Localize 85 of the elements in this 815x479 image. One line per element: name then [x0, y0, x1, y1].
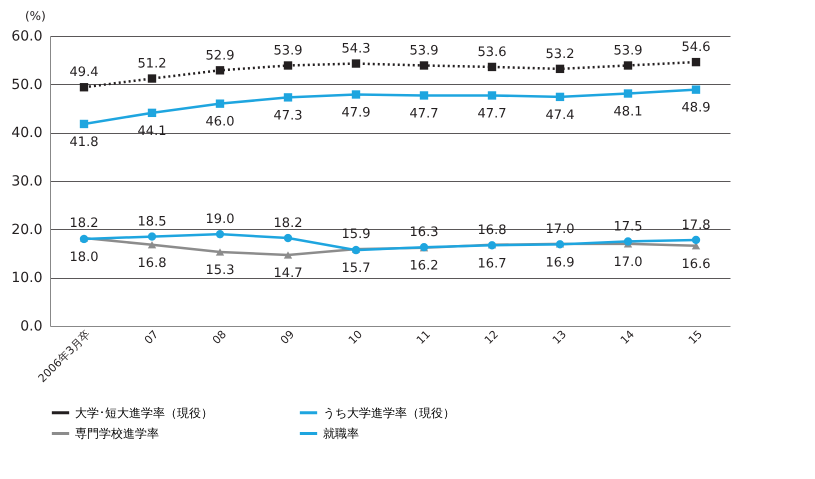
legend-label: うち大学進学率（現役）: [323, 406, 455, 420]
data-label: 17.8: [682, 218, 710, 233]
point: [624, 61, 632, 70]
point: [420, 61, 428, 70]
point: [556, 64, 564, 74]
data-label: 18.2: [70, 216, 98, 232]
y-tick-label: 60.0: [11, 28, 42, 44]
point: [80, 120, 88, 128]
data-label: 19.0: [206, 212, 234, 228]
point: [216, 248, 224, 256]
data-label: 16.6: [682, 256, 710, 272]
data-label: 16.3: [410, 225, 438, 240]
point: [80, 83, 88, 92]
data-label: 15.9: [342, 227, 370, 242]
data-label: 15.7: [342, 261, 370, 276]
x-tick-label: 11: [414, 328, 433, 347]
data-label: 47.9: [342, 105, 370, 120]
point: [624, 89, 632, 98]
data-label: 15.3: [206, 263, 234, 278]
data-label: 18.2: [274, 216, 302, 232]
x-tick-label: 13: [550, 328, 569, 347]
data-label: 16.7: [478, 256, 506, 272]
point: [284, 93, 292, 102]
point: [692, 58, 700, 66]
point: [284, 61, 292, 70]
x-tick-label: 14: [618, 328, 637, 347]
data-label: 16.2: [410, 258, 438, 274]
point: [148, 108, 156, 118]
x-tick-label: 15: [686, 328, 705, 347]
data-label: 17.0: [614, 254, 642, 270]
y-tick-label: 30.0: [11, 174, 42, 190]
data-label: 46.0: [206, 114, 234, 130]
data-label: 16.9: [546, 255, 574, 270]
point: [556, 92, 564, 102]
point: [692, 85, 700, 94]
x-tick-label: 12: [482, 328, 501, 347]
data-label: 53.6: [478, 44, 506, 60]
data-label: 16.8: [138, 256, 166, 271]
data-label: 41.8: [70, 134, 98, 150]
data-label: 14.7: [274, 266, 302, 281]
point: [216, 66, 224, 74]
x-tick-label: 07: [142, 328, 161, 347]
point: [352, 59, 360, 68]
data-label: 53.2: [546, 46, 574, 62]
data-label: 53.9: [614, 43, 642, 58]
data-label: 54.3: [342, 42, 370, 57]
y-axis-title: (%): [25, 9, 46, 23]
point: [216, 230, 224, 238]
point: [488, 62, 496, 72]
data-label: 47.4: [546, 108, 574, 123]
data-label: 52.9: [206, 48, 234, 64]
point: [352, 90, 360, 99]
data-label: 49.4: [70, 65, 98, 80]
x-tick-label: 10: [346, 328, 365, 347]
point: [148, 232, 156, 241]
data-label: 48.9: [682, 100, 710, 116]
data-label: 18.0: [70, 250, 98, 265]
data-label: 53.9: [274, 43, 302, 58]
data-label: 47.7: [410, 106, 438, 122]
y-tick-label: 40.0: [11, 125, 42, 142]
point: [284, 234, 292, 242]
point: [488, 91, 496, 100]
y-tick-label: 10.0: [11, 270, 42, 286]
point: [284, 251, 292, 259]
y-tick-label: 50.0: [11, 76, 42, 93]
data-label: 47.3: [274, 108, 302, 124]
point: [216, 99, 224, 108]
legend-label: 専門学校進学率: [75, 426, 159, 440]
point: [624, 237, 632, 246]
data-label: 48.1: [614, 104, 642, 120]
data-label: 47.7: [478, 106, 506, 122]
x-tick-label: 08: [210, 328, 229, 347]
data-label: 51.2: [138, 56, 166, 72]
point: [692, 236, 700, 244]
point: [148, 241, 156, 248]
y-tick-label: 0.0: [20, 318, 42, 334]
point: [148, 74, 156, 83]
data-label: 53.9: [410, 43, 438, 58]
legend-label: 就職率: [323, 426, 359, 440]
y-tick-label: 20.0: [11, 222, 42, 238]
data-label: 18.5: [138, 214, 166, 230]
data-label: 54.6: [682, 40, 710, 56]
point: [420, 91, 428, 100]
legend-label: 大学･短大進学率（現役）: [75, 406, 213, 420]
x-tick-label: 09: [278, 328, 297, 347]
